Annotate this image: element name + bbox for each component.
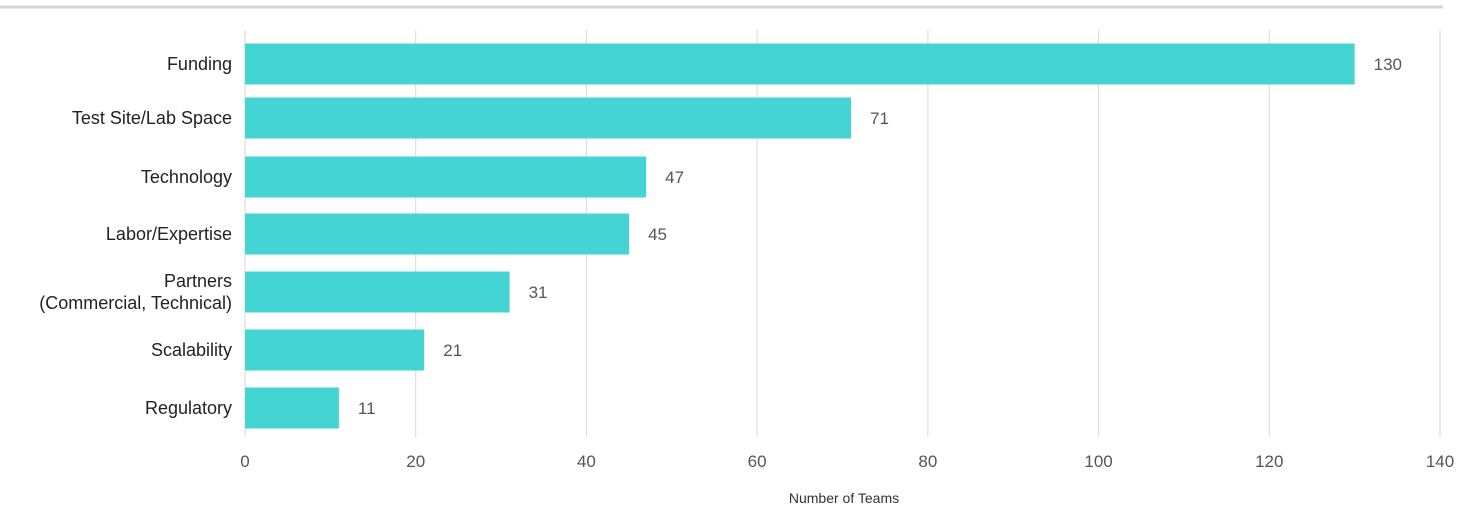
category-label: Technology	[141, 167, 232, 187]
category-label: Scalability	[151, 340, 232, 360]
bar	[245, 97, 852, 139]
x-tick-label: 100	[1084, 452, 1112, 471]
data-label: 21	[443, 341, 462, 360]
category-label: Labor/Expertise	[106, 224, 232, 244]
bar	[245, 329, 425, 371]
data-label: 130	[1374, 55, 1402, 74]
category-label: (Commercial, Technical)	[39, 293, 232, 313]
x-axis-title: Number of Teams	[789, 490, 899, 506]
x-tick-label: 20	[406, 452, 425, 471]
x-tick-label: 140	[1426, 452, 1454, 471]
x-tick-label: 120	[1255, 452, 1283, 471]
data-labels: 130 71 47 45 31 21 11	[358, 55, 1402, 418]
category-labels: Funding Test Site/Lab Space Technology Labo…	[39, 54, 232, 418]
data-label: 45	[648, 225, 667, 244]
bar	[245, 271, 510, 313]
data-label: 11	[358, 399, 376, 418]
x-tick-label: 60	[748, 452, 767, 471]
category-label: Funding	[167, 54, 232, 74]
x-tick-labels: 0 20 40 60 80 100 120 140	[240, 452, 1454, 471]
bar	[245, 156, 647, 198]
category-label: Test Site/Lab Space	[72, 108, 232, 128]
category-label: Regulatory	[145, 398, 232, 418]
category-label: Partners	[164, 271, 232, 291]
data-label: 47	[665, 168, 684, 187]
bar	[245, 43, 1355, 85]
data-label: 31	[529, 283, 548, 302]
x-tick-label: 80	[918, 452, 937, 471]
bar	[245, 213, 630, 255]
x-tick-label: 40	[577, 452, 596, 471]
data-label: 71	[870, 109, 889, 128]
bars	[245, 43, 1355, 429]
bar	[245, 387, 339, 429]
x-tick-label: 0	[240, 452, 249, 471]
